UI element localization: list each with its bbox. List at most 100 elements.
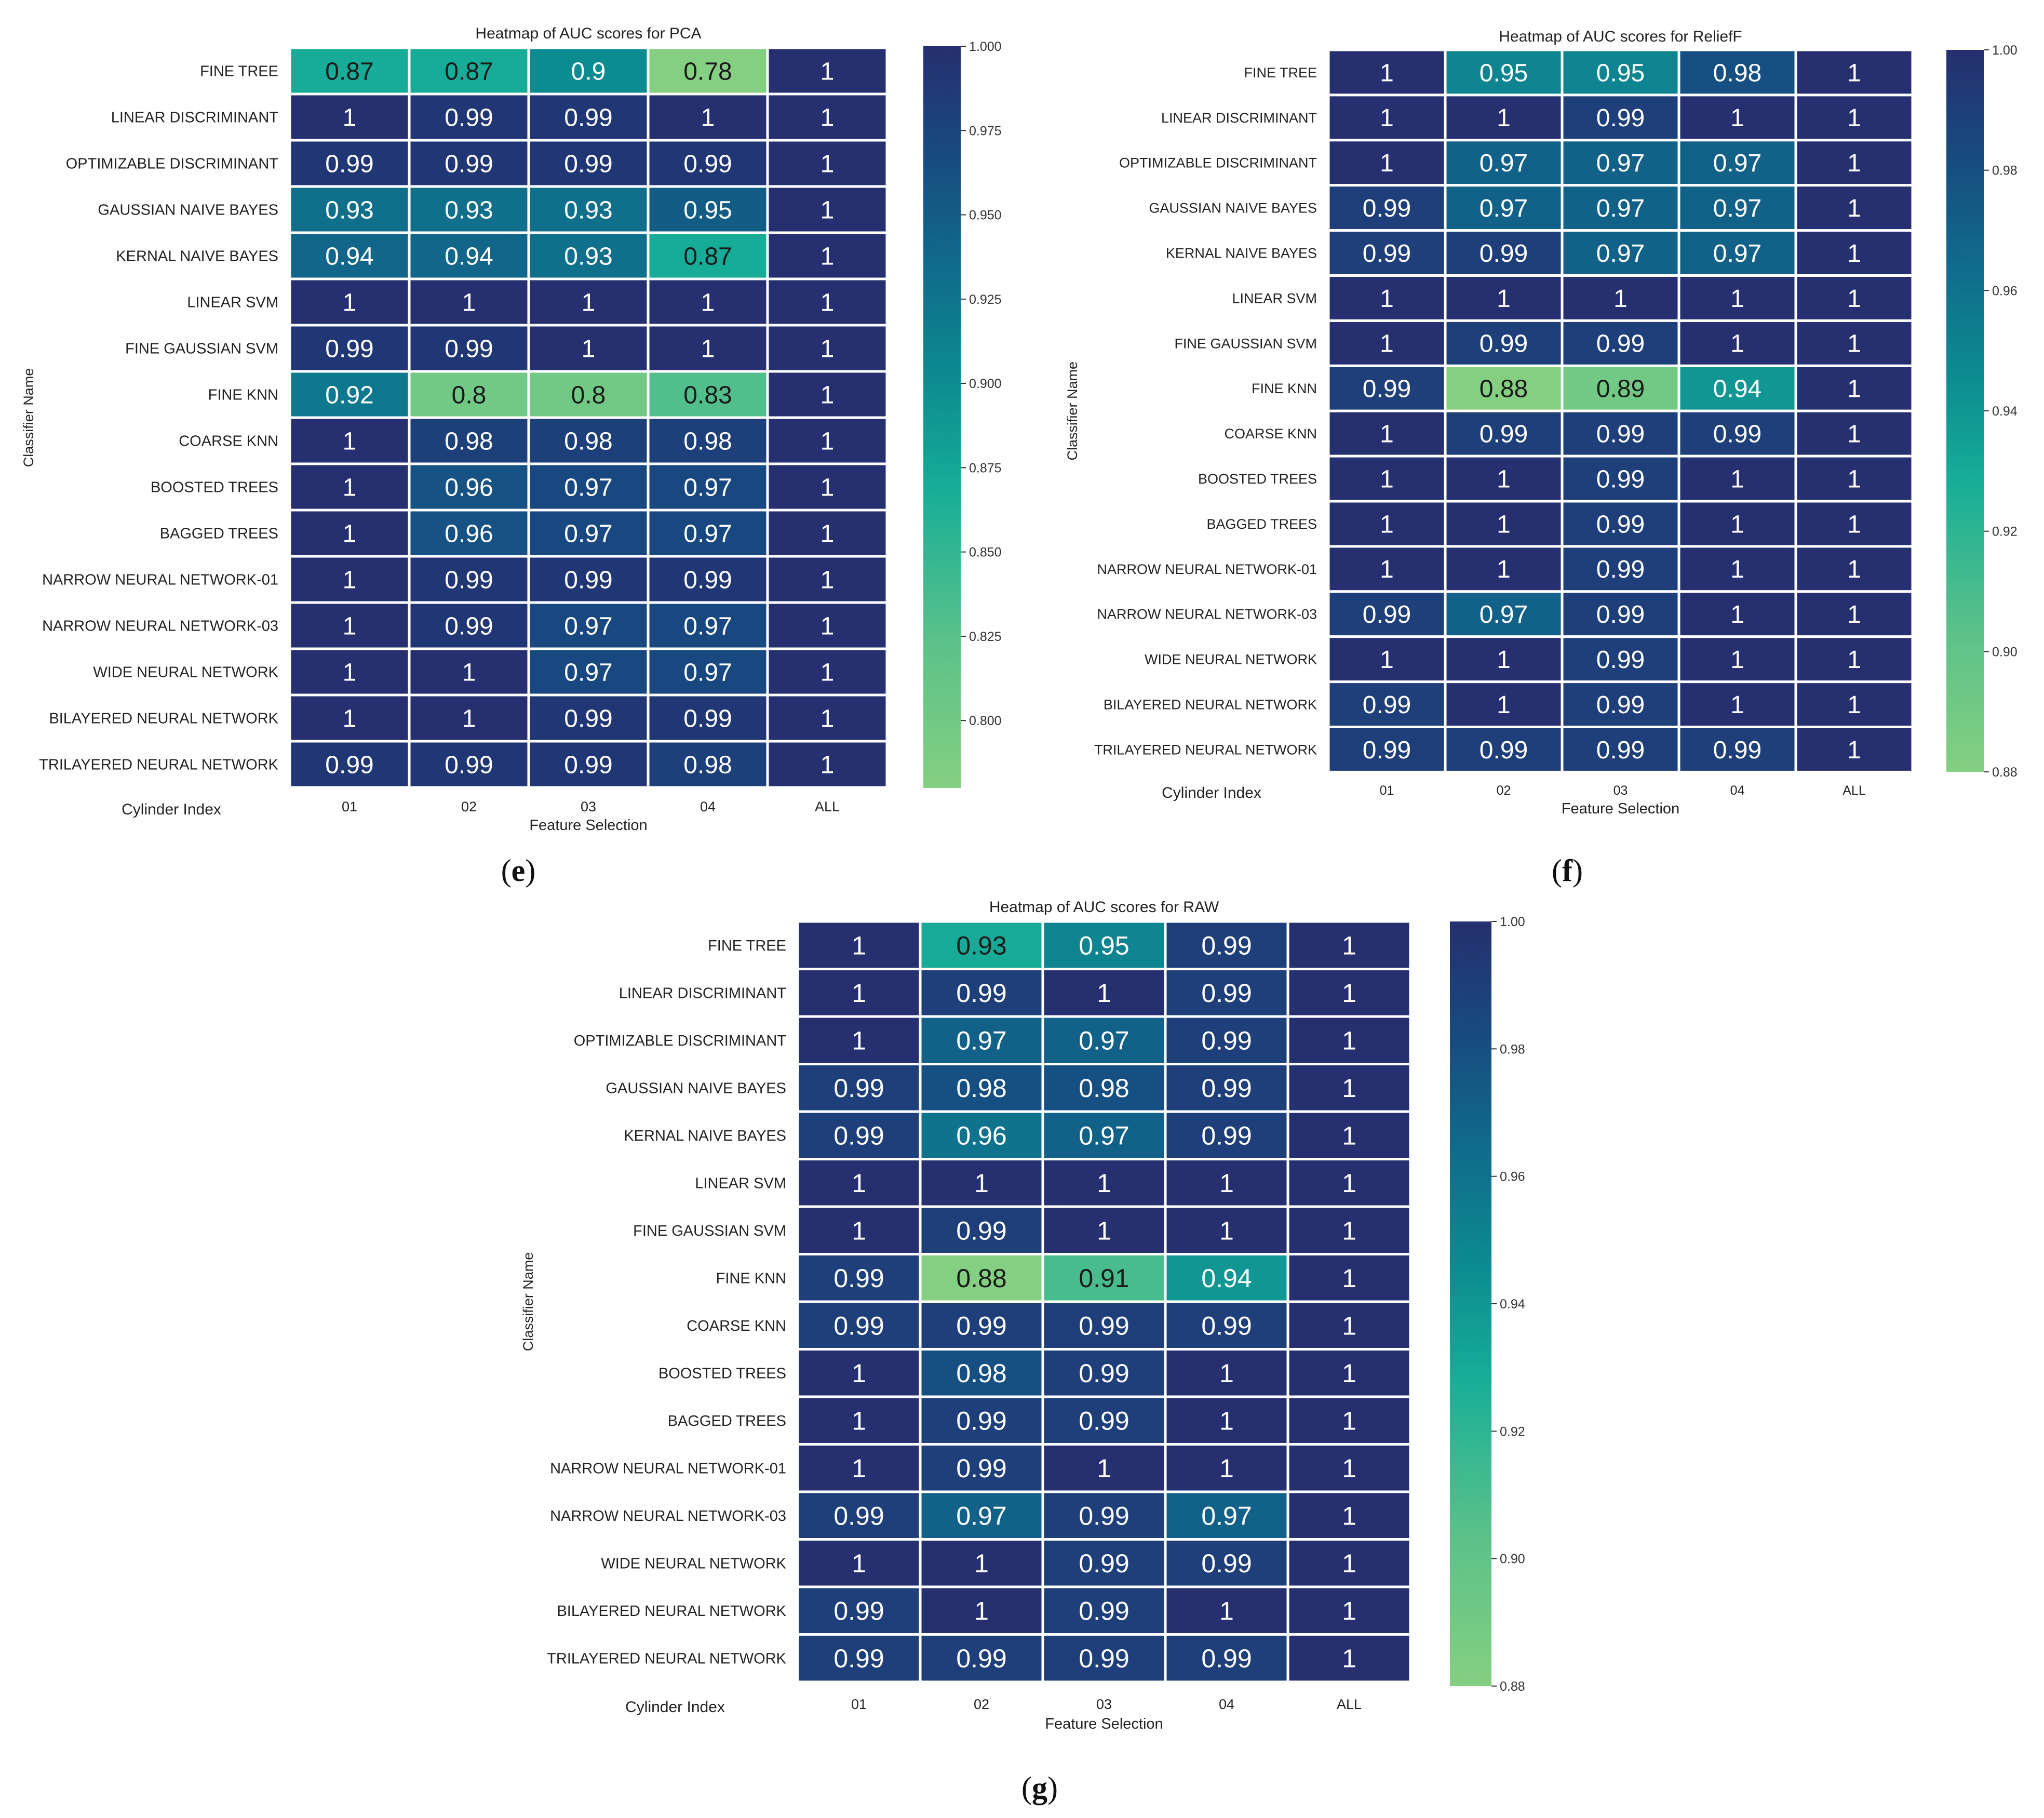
cell-value-label: 1 <box>1730 556 1744 583</box>
x-tick-label: 04 <box>700 799 716 814</box>
y-tick-label: TRILAYERED NEURAL NETWORK <box>547 1650 786 1667</box>
heatmap-cell <box>527 324 650 373</box>
cell-value-label: 1 <box>852 931 866 960</box>
cell-value-label: 1 <box>1847 376 1861 403</box>
heatmap-cell <box>796 1633 922 1683</box>
cell-value-label: 1 <box>821 659 835 686</box>
y-tick-label: BAGGED TREES <box>1206 516 1317 532</box>
heatmap-cell <box>796 1158 922 1208</box>
colorbar-tick-label: 0.88 <box>1500 1679 1525 1694</box>
heatmap-cell <box>1444 545 1564 593</box>
cell-value-label: 1 <box>1219 1596 1234 1625</box>
cell-value-label: 1 <box>1342 931 1356 960</box>
x-tick-label: 01 <box>851 1696 867 1712</box>
cell-value-label: 1 <box>1342 1501 1356 1530</box>
cell-value-label: 0.99 <box>1596 556 1645 583</box>
cell-value-label: 0.99 <box>1201 1074 1252 1103</box>
y-tick-label: FINE KNN <box>1252 381 1317 396</box>
heatmap-cell <box>919 968 1044 1018</box>
cell-value-label: 0.99 <box>1363 195 1411 222</box>
cell-value-label: 0.92 <box>325 381 373 409</box>
heatmap-cell <box>1286 1443 1412 1493</box>
heatmap-cell <box>647 462 769 512</box>
cell-value-label: 0.95 <box>683 196 732 224</box>
colorbar-tick-label: 0.92 <box>1500 1424 1525 1439</box>
cell-value-label: 1 <box>1342 1644 1356 1673</box>
heatmap-cell <box>1444 455 1564 503</box>
y-tick-label: LINEAR SVM <box>1232 290 1317 306</box>
cell-value-label: 1 <box>1380 330 1394 358</box>
cell-value-label: 0.97 <box>1201 1501 1252 1530</box>
cell-value-label: 0.99 <box>833 1644 884 1673</box>
panel-label: (e) <box>501 853 536 888</box>
cell-value-label: 1 <box>343 104 357 131</box>
heatmap-cell <box>796 920 922 970</box>
cell-value-label: 0.99 <box>683 566 732 594</box>
cell-value-label: 0.99 <box>445 150 493 178</box>
cell-value-label: 1 <box>1730 330 1744 358</box>
y-tick-label: NARROW NEURAL NETWORK-01 <box>550 1460 786 1477</box>
heatmap-cell <box>1561 455 1680 503</box>
cell-value-label: 0.99 <box>1201 1549 1252 1578</box>
cell-value-label: 0.99 <box>956 1406 1006 1435</box>
cell-value-label: 0.99 <box>445 751 493 779</box>
cell-value-label: 1 <box>1497 556 1511 583</box>
cell-value-label: 1 <box>1497 691 1511 719</box>
cell-value-label: 1 <box>1380 646 1394 674</box>
cell-value-label: 0.99 <box>1596 691 1645 719</box>
heatmap-cell <box>288 740 411 789</box>
cell-value-label: 0.87 <box>683 243 732 270</box>
cell-value-label: 0.99 <box>683 150 732 178</box>
y-tick-label: NARROW NEURAL NETWORK-01 <box>42 572 278 589</box>
y-tick-label: OPTIMIZABLE DISCRIMINANT <box>1119 155 1317 171</box>
cell-value-label: 1 <box>821 751 835 779</box>
cell-value-label: 0.97 <box>683 474 732 501</box>
heatmap-cell <box>1561 500 1680 548</box>
y-tick-label: NARROW NEURAL NETWORK-03 <box>1097 607 1317 622</box>
corner-label: Cylinder Index <box>625 1699 725 1716</box>
x-tick-label: 01 <box>342 799 357 814</box>
cell-value-label: 1 <box>821 58 835 85</box>
heatmap-cell <box>647 555 769 604</box>
cell-value-label: 1 <box>852 1026 866 1055</box>
heatmap-cell <box>919 1443 1044 1493</box>
cell-value-label: 1 <box>1097 979 1111 1008</box>
cell-value-label: 1 <box>852 1169 866 1198</box>
cell-value-label: 0.99 <box>1201 1121 1252 1150</box>
cell-value-label: 1 <box>852 1406 866 1435</box>
heatmap-cell <box>796 1253 922 1303</box>
heatmap-cell <box>919 1348 1044 1398</box>
cell-value-label: 1 <box>852 1216 866 1245</box>
y-tick-label: KERNAL NAIVE BAYES <box>1166 246 1317 261</box>
cell-value-label: 0.97 <box>1480 601 1528 629</box>
cell-value-label: 1 <box>582 289 596 316</box>
colorbar-tick-label: 0.94 <box>1500 1297 1525 1312</box>
heatmap-cell <box>288 277 411 327</box>
cell-value-label: 1 <box>1847 556 1861 583</box>
cell-value-label: 1 <box>1847 646 1861 674</box>
cell-value-label: 0.99 <box>1363 691 1411 719</box>
cell-value-label: 0.99 <box>564 566 612 594</box>
y-tick-label: TRILAYERED NEURAL NETWORK <box>1094 742 1317 757</box>
cell-value-label: 1 <box>1380 556 1394 583</box>
heatmap-cell <box>288 370 411 419</box>
panel-label: (g) <box>1021 1771 1058 1805</box>
heatmap-panel: Heatmap of AUC scores for PCA 0.87 0.87 0.9… <box>21 25 1002 888</box>
cell-value-label: 0.99 <box>1596 737 1645 764</box>
cell-value-label: 1 <box>1847 104 1861 132</box>
heatmap-cell <box>647 46 769 96</box>
colorbar-tick-label: 1.00 <box>1992 43 2018 58</box>
heatmap-cell <box>1164 1063 1289 1113</box>
cell-value-label: 0.99 <box>1713 737 1761 764</box>
heatmap-cell <box>1561 139 1680 187</box>
heatmap-cell <box>408 139 530 188</box>
y-tick-label: BOOSTED TREES <box>658 1365 786 1382</box>
y-tick-label: WIDE NEURAL NETWORK <box>93 664 278 681</box>
cell-value-label: 0.97 <box>683 520 732 547</box>
y-tick-label: BILAYERED NEURAL NETWORK <box>1104 697 1317 713</box>
cell-value-label: 1 <box>343 427 357 455</box>
heatmap-cell <box>647 231 769 280</box>
y-tick-label: BAGGED TREES <box>668 1413 786 1429</box>
heatmap-cell <box>647 693 769 743</box>
